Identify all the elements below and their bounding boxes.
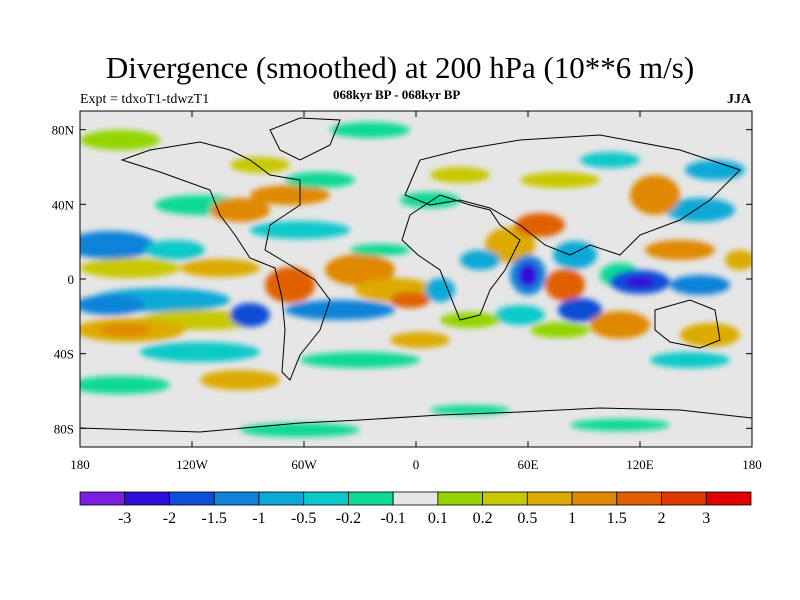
colorbar-label: 1 — [568, 510, 576, 527]
divergence-field — [80, 111, 752, 447]
colorbar-label: -1.5 — [202, 510, 227, 527]
chart-title: Divergence (smoothed) at 200 hPa (10**6 … — [105, 50, 695, 85]
lat-tick-label: 0 — [68, 272, 75, 287]
colorbar-swatch — [347, 491, 394, 506]
greenland-coastline — [269, 117, 341, 161]
experiment-label: Expt = tdxoT1-tdwzT1 — [80, 92, 210, 107]
coastlines — [80, 117, 752, 433]
americas-coastline — [120, 141, 331, 381]
australia-coastline — [654, 299, 721, 349]
colorbar-swatch — [616, 491, 662, 506]
colorbar-swatch — [661, 491, 707, 506]
colorbar-label: -3 — [118, 510, 131, 527]
colorbar-swatch — [213, 491, 260, 506]
season-label: JJA — [727, 92, 752, 107]
colorbar-swatch — [258, 491, 305, 506]
lat-tick-label: 80N — [52, 123, 75, 138]
lon-tick-label: 0 — [413, 457, 420, 472]
colorbar-swatch — [526, 491, 573, 506]
lon-tick-label: 60W — [291, 457, 317, 472]
colorbar-label: -0.5 — [291, 510, 316, 527]
colorbar-swatch — [303, 491, 349, 506]
colorbar-swatch — [482, 491, 528, 506]
colorbar-label: -0.2 — [336, 510, 361, 527]
colorbar-label: 0.5 — [517, 510, 537, 527]
colorbar-label: 2 — [658, 510, 666, 527]
colorbar-swatch — [437, 491, 484, 506]
colorbar-swatch — [124, 491, 170, 506]
colorbar-label: 0.2 — [473, 510, 493, 527]
antarctica-coastline — [80, 407, 752, 433]
colorbar-swatch — [571, 491, 618, 506]
colorbar-label: 1.5 — [607, 510, 627, 527]
colorbar-label: 3 — [702, 510, 710, 527]
eurasia-coastline — [404, 134, 741, 256]
lon-tick-label: 120E — [626, 457, 654, 472]
lat-tick-label: 40S — [54, 347, 74, 362]
lon-tick-label: 180 — [70, 457, 90, 472]
colorbar-swatch — [79, 491, 126, 506]
lat-tick-label: 80S — [54, 421, 74, 436]
colorbar-swatch — [392, 491, 439, 506]
africa-coastline — [401, 194, 521, 321]
colorbar-swatch — [705, 491, 752, 506]
lon-tick-label: 60E — [518, 457, 539, 472]
lon-tick-label: 120W — [176, 457, 209, 472]
colorbar-label: -0.1 — [380, 510, 405, 527]
colorbar-label: -2 — [163, 510, 176, 527]
colorbar: -3 -2 -1.5 -1 -0.5 -0.2 -0.1 0.1 0.2 0.5 1 1.5 2 3 — [79, 491, 752, 527]
period-label: 068kyr BP - 068kyr BP — [333, 87, 461, 102]
lat-tick-label: 40N — [52, 197, 75, 212]
colorbar-label: 0.1 — [428, 510, 448, 527]
axis-ticks: 80N 40N 0 40S 80S 180 120W 60W 0 60E 120E 180 — [52, 111, 762, 472]
colorbar-swatch — [169, 491, 215, 506]
colorbar-label: -1 — [252, 510, 265, 527]
lon-tick-label: 180 — [742, 457, 762, 472]
